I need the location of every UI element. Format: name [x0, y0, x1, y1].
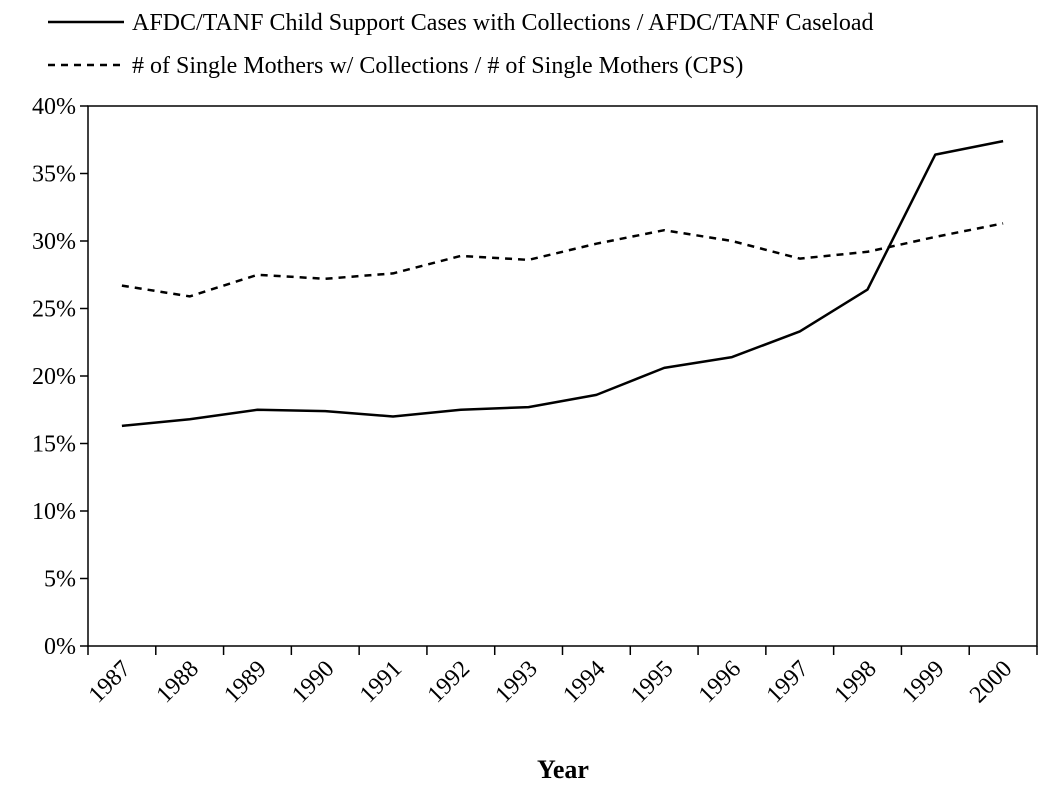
x-tick-label: 1995: [626, 656, 678, 708]
x-tick-label: 1998: [829, 656, 881, 708]
x-tick-label: 1999: [897, 656, 949, 708]
legend: AFDC/TANF Child Support Cases with Colle…: [48, 10, 874, 79]
x-tick-label: 1996: [694, 656, 746, 708]
x-tick-label: 1988: [152, 656, 204, 708]
plot-frame: [87, 105, 1038, 647]
x-tick-label: 1992: [423, 656, 475, 708]
y-tick-label: 5%: [44, 567, 76, 593]
x-tick-label: 1997: [762, 656, 814, 708]
y-axis: 0% 5% 10% 15% 20% 25% 30% 35% 40%: [32, 94, 88, 660]
legend-label-1: AFDC/TANF Child Support Cases with Colle…: [132, 10, 874, 36]
y-tick-label: 10%: [32, 499, 76, 525]
y-tick-label: 0%: [44, 634, 76, 660]
x-tick-label: 1991: [355, 656, 407, 708]
x-tick-label: 1993: [491, 656, 543, 708]
y-tick-label: 25%: [32, 297, 76, 323]
plot-area: [87, 105, 1038, 647]
series-line-2: [121, 222, 1004, 298]
x-axis: 1987 1988 1989 1990 1991 1992 1993 1994 1995 1996…: [84, 646, 1038, 708]
y-tick-label: 40%: [32, 94, 76, 120]
legend-label-2: # of Single Mothers w/ Collections / # o…: [132, 53, 743, 79]
x-tick-label: 1989: [219, 656, 271, 708]
x-tick-label: 1994: [558, 656, 610, 708]
x-axis-title: Year: [537, 755, 589, 784]
y-tick-label: 35%: [32, 162, 76, 188]
series-line-1: [121, 139, 1004, 428]
x-tick-label: 1987: [84, 656, 136, 708]
y-tick-label: 30%: [32, 229, 76, 255]
y-tick-label: 15%: [32, 432, 76, 458]
x-tick-label: 1990: [287, 656, 339, 708]
y-tick-label: 20%: [32, 364, 76, 390]
x-tick-label: 2000: [965, 656, 1017, 708]
